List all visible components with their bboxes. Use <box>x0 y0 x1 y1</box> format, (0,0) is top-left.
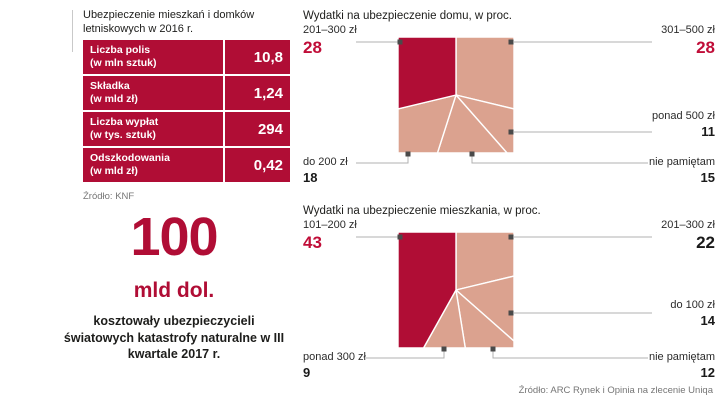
chart-apartment-insurance: Wydatki na ubezpieczenie mieszkania, w p… <box>300 203 718 401</box>
slice-name: 301–500 zł <box>661 24 715 36</box>
slice-label: nie pamiętam 15 <box>649 156 715 185</box>
chart-title: Wydatki na ubezpieczenie domu, w proc. <box>303 10 512 22</box>
slice-name: do 100 zł <box>670 299 715 311</box>
slice-label: ponad 500 zł 11 <box>652 110 715 139</box>
row-label-unit: (w mld zł) <box>90 93 138 106</box>
highlight-number: 100 <box>130 207 218 267</box>
slice-label: nie pamiętam 12 <box>649 351 715 380</box>
table-row: Odszkodowania (w mld zł) 0,42 <box>83 148 290 182</box>
chart-title: Wydatki na ubezpieczenie mieszkania, w p… <box>303 205 541 217</box>
table-row-value: 10,8 <box>223 40 290 74</box>
slice-value: 22 <box>696 232 715 252</box>
row-label-text: Odszkodowania <box>90 152 170 164</box>
slice-label: 301–500 zł 28 <box>661 24 715 58</box>
table-row: Liczba polis (w mln sztuk) 10,8 <box>83 40 290 74</box>
table-row-label: Liczba wypłat (w tys. sztuk) <box>83 112 223 146</box>
slice-label: do 200 zł 18 <box>303 156 348 185</box>
slice-name: do 200 zł <box>303 156 348 168</box>
slice-name: nie pamiętam <box>648 351 715 363</box>
row-label-unit: (w mld zł) <box>90 165 138 178</box>
table-row: Liczba wypłat (w tys. sztuk) 294 <box>83 112 290 146</box>
slice-value: 28 <box>696 37 715 57</box>
row-label-text: Składka <box>90 80 130 92</box>
highlight-unit: mld dol. <box>133 279 215 303</box>
slice-value: 15 <box>700 169 715 185</box>
row-label-text: Liczba wypłat <box>90 116 159 128</box>
chart-house-insurance: Wydatki na ubezpieczenie domu, w proc. 3… <box>300 8 718 200</box>
slice-name: 101–200 zł <box>303 219 357 231</box>
row-label-text: Liczba polis <box>90 44 151 56</box>
slice-label: 101–200 zł 43 <box>303 219 357 253</box>
decorative-rule <box>72 10 73 52</box>
left-panel-title: Ubezpieczenie mieszkań i domków letnisko… <box>83 9 255 36</box>
square-pie-chart-house <box>356 36 652 164</box>
table-row-value: 294 <box>223 112 290 146</box>
table-row-value: 0,42 <box>223 148 290 182</box>
slice-label: 201–300 zł 22 <box>661 219 715 253</box>
slice-value: 28 <box>303 37 322 57</box>
slice-name: ponad 300 zł <box>303 351 366 363</box>
slice-value: 43 <box>303 232 322 252</box>
slice-label: 201–300 zł 28 <box>303 24 357 58</box>
slice-value: 12 <box>700 364 715 380</box>
slice-value: 9 <box>303 364 311 380</box>
slice-value: 11 <box>701 123 715 139</box>
source-left: Źródło: KNF <box>83 191 135 202</box>
slice-name: 201–300 zł <box>303 24 357 36</box>
source-right: Źródło: ARC Rynek i Opinia na zlecenie U… <box>518 385 713 396</box>
table-row: Składka (w mld zł) 1,24 <box>83 76 290 110</box>
slice-name: ponad 500 zł <box>652 110 715 122</box>
slice-label: do 100 zł 14 <box>670 299 715 328</box>
highlight-caption: kosztowały ubezpieczycieli światowych ka… <box>63 314 285 361</box>
row-label-unit: (w mln sztuk) <box>90 57 157 70</box>
highlight-block: 100 mld dol. kosztowały ubezpieczycieli … <box>60 207 288 362</box>
slice-value: 18 <box>303 169 318 185</box>
table-row-label: Liczba polis (w mln sztuk) <box>83 40 223 74</box>
table-row-label: Odszkodowania (w mld zł) <box>83 148 223 182</box>
slice-value: 14 <box>700 312 715 328</box>
slice-label: ponad 300 zł 9 <box>303 351 366 380</box>
slice-name: nie pamiętam <box>648 156 715 168</box>
row-label-unit: (w tys. sztuk) <box>90 129 156 142</box>
table-row-label: Składka (w mld zł) <box>83 76 223 110</box>
stats-table: Liczba polis (w mln sztuk) 10,8 Składka … <box>83 40 290 184</box>
slice-name: 201–300 zł <box>661 219 715 231</box>
square-pie-chart-apartment <box>356 231 652 359</box>
table-row-value: 1,24 <box>223 76 290 110</box>
